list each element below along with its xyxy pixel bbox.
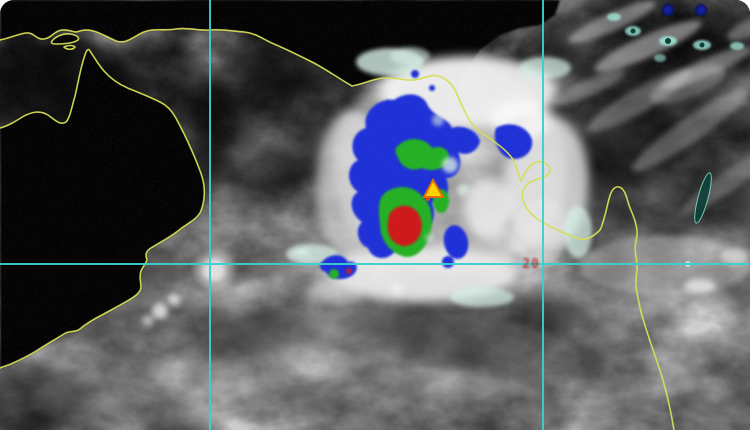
satellite-image[interactable]: 20: [0, 0, 750, 430]
grain-overlay: [0, 0, 750, 430]
satellite-map-svg: 20: [0, 0, 750, 430]
page-background: 20: [0, 0, 750, 430]
